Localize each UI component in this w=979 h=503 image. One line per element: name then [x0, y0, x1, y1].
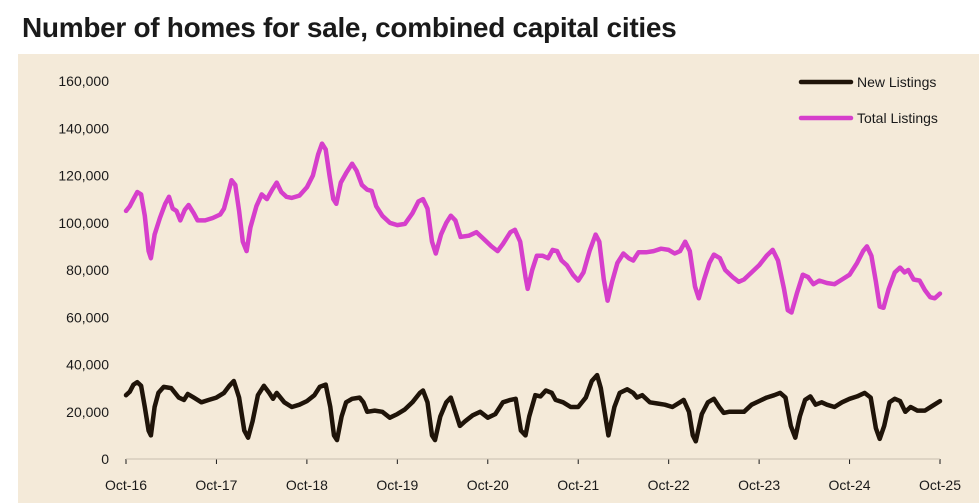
y-tick-label: 140,000 [58, 120, 109, 136]
legend-label: Total Listings [857, 110, 938, 126]
y-axis: 160,000 140,000 120,000 100,000 80,000 60,000… [58, 73, 109, 467]
x-tick-label: Oct-24 [829, 477, 871, 493]
y-tick-label: 120,000 [58, 168, 109, 184]
y-tick-label: 20,000 [66, 404, 109, 420]
x-tick-label: Oct-18 [286, 477, 328, 493]
series-layer [123, 141, 943, 444]
series-line-new-listings [123, 372, 943, 444]
line-chart: 160,000 140,000 120,000 100,000 80,000 60,000… [58, 73, 961, 493]
y-tick-label: 40,000 [66, 357, 109, 373]
x-tick-label: Oct-19 [376, 477, 418, 493]
x-tick-label: Oct-21 [557, 477, 599, 493]
y-tick-label: 100,000 [58, 215, 109, 231]
x-tick-label: Oct-20 [467, 477, 509, 493]
legend: New Listings Total Listings [798, 74, 938, 126]
y-tick-label: 80,000 [66, 262, 109, 278]
x-axis: Oct-16 Oct-17 Oct-18 Oct-19 Oct-20 Oct-21 Oct-… [105, 459, 961, 493]
y-tick-label: 60,000 [66, 309, 109, 325]
chart-title: Number of homes for sale, combined capit… [22, 12, 677, 43]
y-tick-label: 0 [101, 451, 109, 467]
x-tick-label: Oct-16 [105, 477, 147, 493]
x-tick-label: Oct-23 [738, 477, 780, 493]
y-tick-label: 160,000 [58, 73, 109, 89]
x-tick-label: Oct-22 [648, 477, 690, 493]
series-line-total-listings [123, 141, 943, 315]
x-tick-label: Oct-25 [919, 477, 961, 493]
x-tick-label: Oct-17 [195, 477, 237, 493]
chart-panel: 160,000 140,000 120,000 100,000 80,000 60,000… [18, 54, 979, 503]
legend-label: New Listings [857, 74, 936, 90]
